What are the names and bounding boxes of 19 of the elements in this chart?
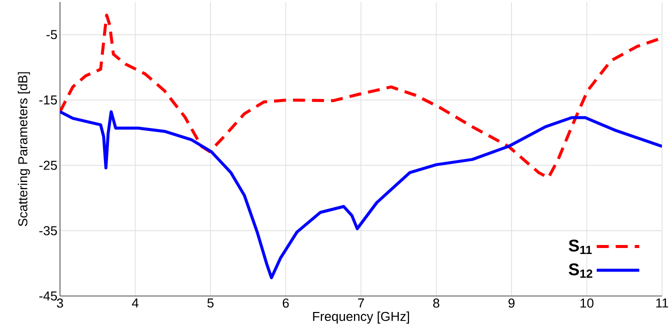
y-tick-label: -15	[39, 95, 57, 105]
y-tick-label: -45	[39, 291, 57, 301]
y-tick-label: -25	[39, 160, 57, 170]
x-tick-label: 4	[132, 298, 138, 308]
legend-label: S$_{11}$	[568, 240, 592, 254]
x-tick-label: 10	[580, 298, 594, 308]
y-tick-label: -35	[39, 226, 57, 236]
x-tick-label: 8	[433, 298, 440, 308]
x-tick-label: 3	[56, 298, 64, 308]
y-tick-label: -5	[46, 30, 57, 40]
y-axis-title: Scattering Parameters [dB]	[18, 72, 30, 226]
legend-label: S$_{12}$	[568, 263, 592, 278]
x-tick-label: 5	[207, 298, 214, 308]
x-tick-label: 11	[656, 298, 668, 308]
line-series	[60, 110, 662, 280]
x-tick-label: 9	[508, 298, 514, 308]
x-tick-label: 7	[358, 298, 364, 308]
x-tick-label: 6	[282, 298, 289, 308]
x-axis-title: Frequency [GHz]	[313, 312, 409, 324]
